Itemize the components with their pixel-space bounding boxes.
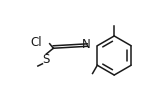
Text: N: N: [82, 38, 90, 51]
Text: Cl: Cl: [30, 36, 42, 49]
Text: S: S: [43, 53, 50, 66]
